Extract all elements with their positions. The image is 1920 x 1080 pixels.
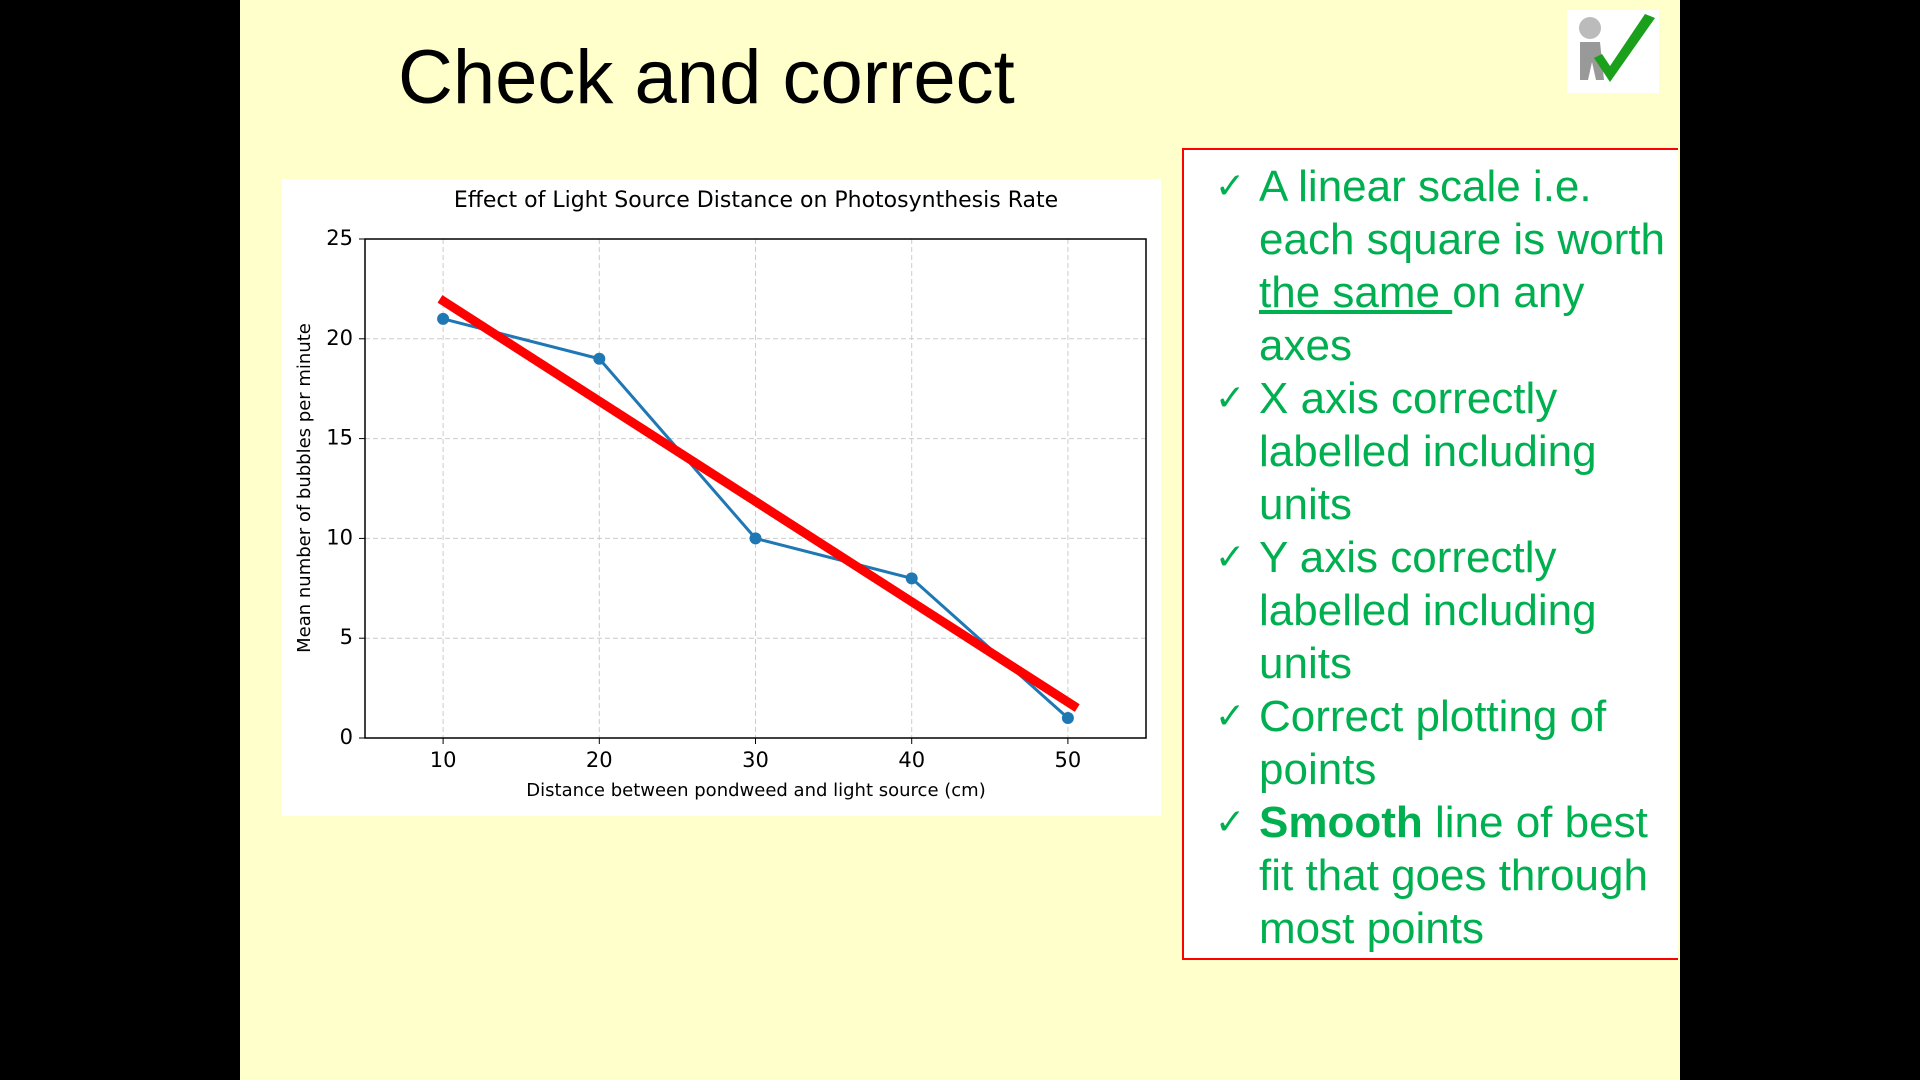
y-tick-label: 10 (326, 525, 353, 549)
icon (1567, 10, 1659, 93)
data-point (749, 532, 762, 545)
y-tick-label: 5 (340, 625, 353, 649)
slide-title: Check and correct (398, 35, 1015, 120)
item-text: Y axis correctly labelled including unit… (1259, 533, 1597, 688)
item-text: Smooth (1259, 798, 1423, 847)
x-tick-label: 50 (1055, 748, 1082, 772)
plot-frame (364, 238, 1147, 739)
best-fit-line (437, 295, 1080, 712)
item-text: A linear scale i.e. each square is worth (1259, 162, 1665, 264)
chart-title: Effect of Light Source Distance on Photo… (454, 188, 1058, 213)
item-text: the same (1259, 268, 1453, 317)
checklist: A linear scale i.e. each square is worth… (1184, 160, 1668, 955)
checklist-item: A linear scale i.e. each square is worth… (1215, 160, 1668, 372)
data-point (437, 312, 450, 325)
item-text: line of best fit that goes through most … (1259, 798, 1648, 953)
data-point (1061, 712, 1074, 725)
checklist-item: Smooth line of best fit that goes throug… (1215, 796, 1668, 955)
checklist-box: A linear scale i.e. each square is worth… (1182, 148, 1678, 960)
y-axis-label: Mean number of bubbles per minute (294, 323, 315, 653)
data-point (593, 352, 606, 365)
data-point (905, 572, 918, 585)
x-tick-label: 40 (898, 748, 925, 772)
checklist-item: X axis correctly labelled including unit… (1215, 372, 1668, 531)
x-tick-label: 10 (430, 748, 457, 772)
x-tick-label: 30 (742, 748, 769, 772)
y-tick-label: 0 (340, 725, 353, 749)
checklist-item: Correct plotting of points (1215, 690, 1668, 796)
y-tick-label: 25 (326, 226, 353, 250)
item-text: X axis correctly labelled including unit… (1259, 374, 1597, 529)
item-text: Correct plotting of points (1259, 692, 1607, 794)
x-tick-label: 20 (586, 748, 613, 772)
checklist-item: Y axis correctly labelled including unit… (1215, 531, 1668, 690)
x-axis-label: Distance between pondweed and light sour… (526, 780, 985, 801)
item-text: on any axes (1259, 268, 1585, 370)
y-tick-label: 15 (326, 426, 353, 450)
y-tick-label: 20 (326, 326, 353, 350)
